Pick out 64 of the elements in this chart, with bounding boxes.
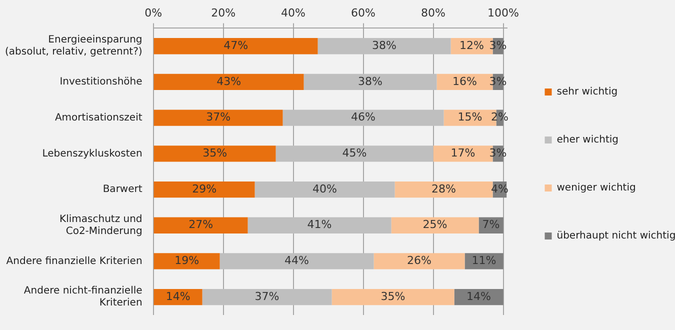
data-label: 16%	[452, 74, 477, 88]
data-label: 37%	[206, 110, 231, 124]
bar	[154, 217, 248, 234]
bar	[282, 110, 444, 126]
y-tick-label: Klimaschutz und Co2-Minderung	[60, 214, 142, 237]
x-tick-label: 60%	[351, 6, 376, 20]
bar	[154, 74, 304, 90]
data-label: 35%	[202, 146, 228, 160]
bar	[154, 146, 276, 162]
data-label: 12%	[460, 38, 484, 52]
data-label: 15%	[458, 110, 482, 124]
y-tick-label: Investitionshöhe	[60, 76, 142, 88]
x-tick-label: 40%	[281, 6, 306, 20]
legend-label: eher wichtig	[556, 134, 619, 146]
x-tick-label: 20%	[211, 6, 236, 20]
legend-label: überhaupt nicht wichtig	[556, 230, 675, 242]
data-label: 47%	[224, 38, 248, 52]
bar	[154, 38, 318, 54]
data-label: 14%	[166, 290, 190, 303]
data-label: 19%	[174, 254, 200, 268]
data-label: 14%	[466, 290, 491, 303]
x-tick-label: 0%	[144, 6, 162, 20]
data-label: 29%	[192, 182, 217, 196]
bar	[391, 217, 479, 234]
data-label: 37%	[254, 290, 280, 303]
data-label: 7%	[482, 218, 500, 232]
bar	[248, 217, 392, 234]
bar	[154, 110, 283, 126]
bar	[318, 38, 451, 54]
legend-label: sehr wichtig	[556, 86, 618, 98]
bar	[332, 289, 454, 306]
y-tick-label: Barwert	[102, 184, 142, 196]
data-label: 40%	[312, 182, 337, 196]
data-label: 26%	[407, 254, 432, 268]
data-label: 35%	[380, 290, 406, 303]
bar	[374, 253, 465, 270]
y-tick-label: Lebenszykluskosten	[42, 148, 142, 160]
bar	[154, 253, 220, 270]
bar	[394, 181, 493, 198]
x-tick-label: 80%	[421, 6, 446, 20]
data-label: 41%	[307, 218, 332, 232]
data-label: 28%	[432, 182, 456, 196]
y-tick-label: Andere nicht-finanzielle Kriterien	[24, 286, 142, 309]
data-label: 25%	[422, 218, 448, 232]
bar	[276, 146, 434, 162]
y-tick-label: Andere finanzielle Kriterien	[6, 256, 142, 267]
legend-label: weniger wichtig	[556, 182, 636, 194]
bar	[304, 74, 437, 90]
data-label: 38%	[372, 38, 396, 52]
data-label: 46%	[351, 110, 376, 124]
data-label: 43%	[216, 74, 242, 88]
data-label: 17%	[450, 146, 476, 160]
x-tick-label: 100%	[488, 6, 519, 20]
bar	[154, 181, 255, 198]
data-label: 11%	[472, 254, 496, 268]
data-label: 45%	[342, 146, 367, 160]
bar	[220, 253, 374, 270]
data-label: 44%	[284, 254, 310, 268]
y-tick-label: Amortisationszeit	[54, 112, 142, 124]
data-label: 27%	[188, 218, 214, 232]
bar	[254, 181, 395, 198]
data-label: 38%	[358, 74, 382, 88]
bar	[202, 289, 332, 306]
y-tick-label: Energieeinsparung (absolut, relativ, getrennt?)	[5, 34, 142, 58]
